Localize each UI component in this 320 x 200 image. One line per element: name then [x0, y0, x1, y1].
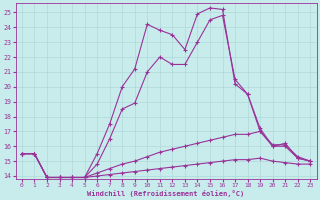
X-axis label: Windchill (Refroidissement éolien,°C): Windchill (Refroidissement éolien,°C) [87, 190, 245, 197]
